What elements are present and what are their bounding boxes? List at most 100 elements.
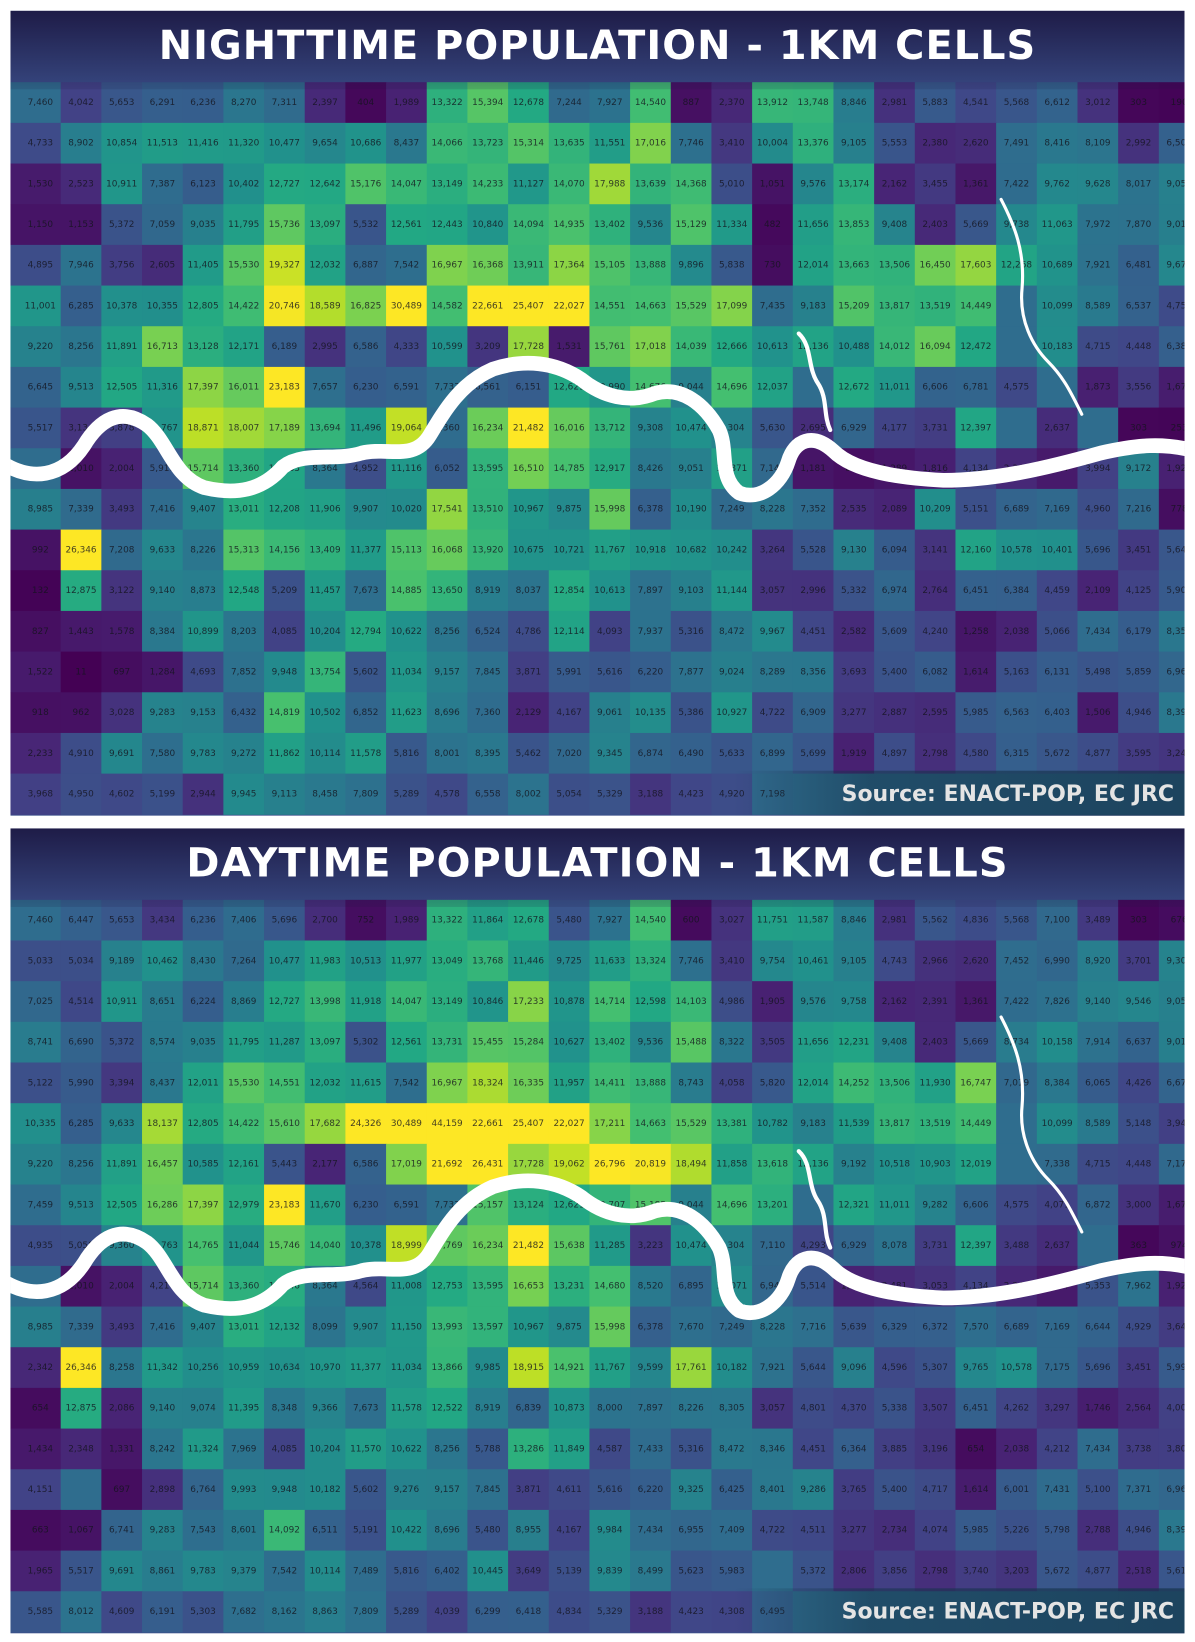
cell [264, 1347, 306, 1389]
cell-value: 9,105 [841, 956, 867, 966]
cell-value: 6,537 [1126, 301, 1152, 311]
cell-value: 7,244 [556, 98, 582, 108]
cell [914, 285, 956, 327]
cell-value: 14,092 [269, 1526, 300, 1536]
cell-value: 16,011 [228, 383, 259, 393]
cell [589, 448, 631, 490]
cell [142, 204, 184, 246]
cell [386, 940, 428, 982]
cell [508, 1062, 550, 1104]
cell [223, 285, 265, 327]
cell-value: 5,443 [272, 1160, 297, 1170]
cell-value: 11,633 [594, 956, 625, 966]
cell-value: 9,140 [150, 586, 176, 596]
cell [60, 1591, 102, 1633]
cell-value: 9,220 [28, 342, 54, 352]
cell-value: 7,172 [1166, 1160, 1192, 1170]
cell-value: 3,410 [719, 139, 745, 149]
cell [101, 1428, 143, 1470]
cell [223, 244, 265, 287]
cell-value: 9,536 [638, 1038, 664, 1048]
cell-value: 1,010 [68, 464, 94, 474]
cell-value: 9,157 [434, 1485, 460, 1495]
cell [426, 326, 468, 368]
cell-value: 9,576 [800, 997, 826, 1007]
cell [955, 285, 997, 327]
cell-value: 6,586 [353, 1160, 379, 1170]
cell-value: 10,099 [1042, 301, 1073, 311]
cell [670, 692, 712, 734]
cell [874, 285, 916, 327]
cell-value: 3,188 [638, 789, 664, 799]
cell-value: 10,911 [106, 997, 137, 1007]
cell [345, 488, 387, 531]
cell [630, 1062, 672, 1104]
cell [508, 1225, 550, 1267]
cell-value: 9,875 [556, 1322, 582, 1332]
cell [996, 1143, 1038, 1186]
cell-value: 15,313 [228, 545, 259, 555]
cell-value: 9,276 [394, 1485, 420, 1495]
cell-value: 9,907 [353, 1322, 379, 1332]
cell [1118, 163, 1160, 205]
cell-value: 2,788 [1085, 1526, 1111, 1536]
cell-value: 13,376 [798, 139, 829, 149]
cell-value: 3,141 [922, 545, 948, 555]
cell-value: 2,370 [719, 98, 745, 108]
cell-value: 8,919 [475, 1404, 501, 1414]
cell [670, 1347, 712, 1389]
cell [711, 692, 753, 734]
cell-value: 9,054 [1166, 997, 1192, 1007]
cell-value: 26,431 [472, 1160, 503, 1170]
cell-value: 10,767 [147, 423, 178, 433]
cell-value: 6,561 [475, 383, 500, 393]
cell-value: 6,929 [841, 1241, 867, 1251]
cell [60, 204, 102, 246]
cell-value: 7,406 [231, 916, 257, 926]
cell-value: 3,740 [963, 1566, 989, 1576]
cell-value: 9,628 [1085, 179, 1111, 189]
cell [142, 326, 184, 368]
cell-value: 3,731 [922, 1241, 948, 1251]
cell-value: 8,226 [678, 1404, 704, 1414]
cell-value: 10,613 [594, 586, 625, 596]
cell-value: 1,522 [28, 667, 53, 677]
cell [345, 1469, 387, 1511]
cell-value: 1,361 [963, 179, 989, 189]
cell [914, 610, 956, 653]
cell-value: 9,765 [963, 1363, 989, 1373]
cell [467, 529, 509, 571]
cell-value: 6,364 [841, 1444, 867, 1454]
cell [955, 1469, 997, 1511]
cell [142, 1103, 184, 1145]
cell-value: 8,226 [190, 545, 216, 555]
cell [670, 1103, 712, 1145]
cell [670, 1387, 712, 1430]
cell-value: 17,099 [716, 301, 747, 311]
cell [1036, 1103, 1079, 1145]
cell [874, 326, 916, 368]
cell-value: 17,364 [554, 261, 585, 271]
cell [874, 488, 916, 531]
cell-value: 3,595 [1126, 749, 1152, 759]
cell [1158, 1184, 1185, 1226]
cell-value: 4,920 [719, 789, 745, 799]
cell-value: 13,639 [635, 179, 666, 189]
cell [264, 1469, 306, 1511]
cell-value: 5,585 [28, 1607, 53, 1617]
cell-value: 17,541 [431, 505, 462, 515]
cell [548, 1347, 590, 1389]
cell-value: 12,621 [554, 1200, 585, 1210]
cell-value: 12,917 [594, 464, 625, 474]
cell [589, 1021, 631, 1064]
cell-value: 253 [1171, 423, 1188, 433]
cell-value: 3,856 [882, 1566, 908, 1576]
cell [630, 488, 672, 531]
cell-value: 2,695 [800, 423, 826, 433]
cell-value: 7,175 [1044, 1363, 1070, 1373]
cell [792, 1021, 834, 1064]
cell-value: 13,322 [431, 916, 462, 926]
cell [345, 1062, 387, 1104]
cell [548, 1428, 590, 1470]
cell-value: 2,595 [922, 708, 948, 718]
